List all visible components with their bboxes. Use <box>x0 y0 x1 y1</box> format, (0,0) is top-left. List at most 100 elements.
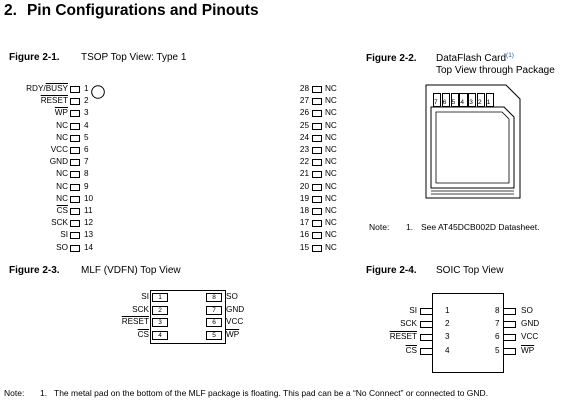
pin-name-left: RESET <box>389 332 417 342</box>
pin-number-right: 21 <box>299 169 309 179</box>
pin-lead-right <box>312 86 322 93</box>
pin-lead-left <box>70 134 80 142</box>
pin-lead-left <box>70 147 80 154</box>
pin-lead-right <box>312 122 322 130</box>
figure-label: Figure 2-4. <box>366 265 417 276</box>
note-number: 1. <box>406 222 414 232</box>
figure-title: TSOP Top View: Type 1 <box>81 52 187 63</box>
pin-name-left: RESET <box>40 96 68 106</box>
card-contact-pad <box>477 93 486 107</box>
card-contact-pad <box>468 93 477 107</box>
note-text: The metal pad on the bottom of the MLF p… <box>54 388 489 398</box>
pin-name-left: RDY/BUSY <box>26 84 68 93</box>
pin-number-left: 2 <box>445 319 450 329</box>
pin-number-left: 4 <box>84 120 89 130</box>
section-heading: 2. Pin Configurations and Pinouts <box>4 2 259 20</box>
pin-name-left: SI <box>141 292 149 301</box>
pin-number-right: 19 <box>299 193 309 203</box>
pin-name-right: NC <box>325 84 337 93</box>
pin-lead-left <box>70 122 80 130</box>
pin-lead-right <box>312 220 322 228</box>
pin-number-right: 16 <box>299 230 309 240</box>
pin-lead-right <box>312 147 322 154</box>
bottom-note: Note: 1. The metal pad on the bottom of th… <box>4 388 488 398</box>
pin-number-right: 15 <box>299 242 309 252</box>
pin-lead-left <box>70 195 80 203</box>
pin-name-left: SCK <box>400 319 417 329</box>
pin-lead-left <box>70 208 80 215</box>
pin-number-right: 8 <box>495 306 500 315</box>
pin-name-right: SO <box>521 306 533 315</box>
pin-number-left: 4 <box>445 345 450 355</box>
pin-lead-right <box>312 171 322 179</box>
pin-number-left: 12 <box>84 218 94 228</box>
dataflash-card-drawing <box>425 84 521 199</box>
pin-number-right: 27 <box>299 96 309 106</box>
card-note: Note: 1. See AT45DCB002D Datasheet. <box>369 222 539 232</box>
pin-number-left: 3 <box>84 108 89 118</box>
pin-name-right: NC <box>325 169 337 179</box>
section-number: 2. <box>4 2 17 19</box>
figure-2-3-caption: Figure 2-3. MLF (VDFN) Top View <box>9 265 181 276</box>
pin-lead-right <box>503 347 516 355</box>
pin-number-left: 6 <box>84 145 89 154</box>
pin-lead-left <box>70 244 80 252</box>
pin-name-left: SI <box>60 230 68 240</box>
pin-name-left: WP <box>54 108 68 118</box>
pin-name-left: SCK <box>132 304 149 314</box>
pin-pad-right: 5 <box>206 330 222 340</box>
pin-number-left: 1 <box>445 306 450 315</box>
pin-number-right: 20 <box>299 181 309 191</box>
pin-name-right: NC <box>325 242 337 252</box>
pin-name-right: WP <box>521 345 535 355</box>
pin-lead-right <box>312 98 322 106</box>
card-contact-pad <box>450 93 459 107</box>
tsop-body <box>80 79 298 253</box>
card-pad-number: 4 <box>460 99 465 106</box>
pin-lead-right <box>312 195 322 203</box>
pin-name-left: NC <box>56 132 68 142</box>
figure-2-2-caption: Figure 2-2. DataFlash Card(1) <box>366 52 514 64</box>
pin-lead-left <box>420 347 433 355</box>
figure-title: MLF (VDFN) Top View <box>81 265 181 276</box>
pin-number-right: 17 <box>299 218 309 228</box>
pin-number-right: 18 <box>299 206 309 215</box>
pin-pad-right: 6 <box>206 318 222 327</box>
pin-lead-left <box>420 334 433 342</box>
pin-number-right: 28 <box>299 84 309 93</box>
pin-name-right: NC <box>325 132 337 142</box>
pin-name-left: RESET <box>121 317 149 326</box>
pin-number-left: 14 <box>84 242 94 252</box>
pin-pad-left: 1 <box>152 293 168 302</box>
note-prefix: Note: <box>369 222 390 232</box>
card-pad-number: 5 <box>451 99 456 106</box>
pin-lead-left <box>70 86 80 93</box>
pin-pad-left: 2 <box>152 305 168 315</box>
pin-lead-left <box>70 159 80 167</box>
pin-name-right: NC <box>325 218 337 228</box>
pin-lead-right <box>312 244 322 252</box>
pin-number-left: 13 <box>84 230 94 240</box>
pin-number-right: 5 <box>495 345 500 355</box>
card-contact-pad <box>441 93 451 107</box>
pin-number-right: 25 <box>299 120 309 130</box>
pin-name-left: CS <box>137 329 149 339</box>
card-pad-number: 2 <box>478 99 482 106</box>
pin-lead-right <box>503 321 516 329</box>
pin-name-right: NC <box>325 193 337 203</box>
note-number: 1. <box>40 388 48 398</box>
pin-name-right: GND <box>521 319 540 329</box>
card-contact-pad <box>485 93 495 107</box>
soic-body <box>432 293 504 373</box>
card-pad-number: 1 <box>486 99 491 106</box>
card-contact-pad <box>433 93 442 107</box>
pin-lead-right <box>312 208 322 215</box>
pin-pad-right: 7 <box>206 305 222 315</box>
pin-number-right: 6 <box>495 332 500 342</box>
pin-lead-left <box>70 171 80 179</box>
pin-lead-right <box>312 110 322 118</box>
pin-name-left: NC <box>56 181 68 191</box>
figure-2-4-caption: Figure 2-4. SOIC Top View <box>366 265 503 276</box>
pin-number-left: 5 <box>84 132 89 142</box>
figure-label: Figure 2-3. <box>9 265 60 276</box>
